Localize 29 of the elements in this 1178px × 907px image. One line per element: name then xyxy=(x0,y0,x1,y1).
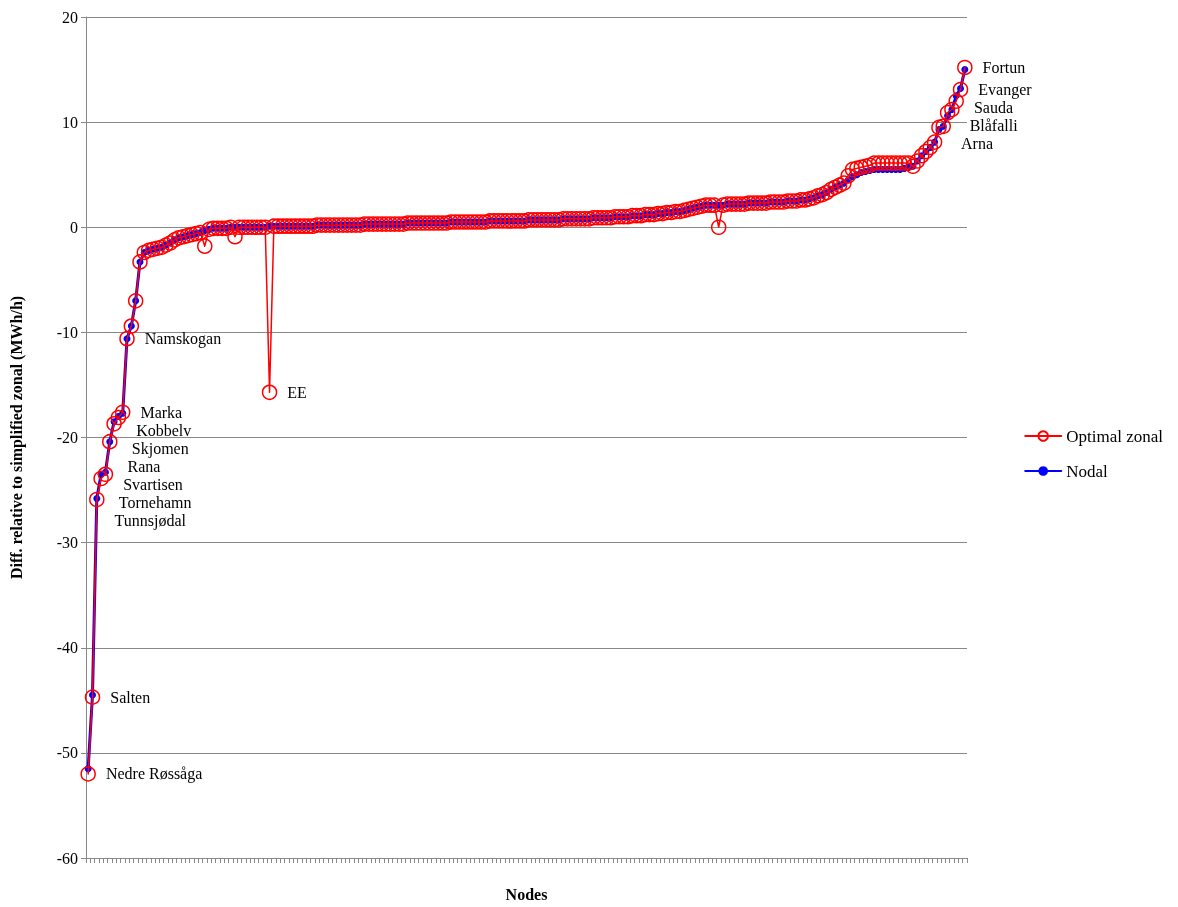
y-tick-label: -40 xyxy=(56,639,78,657)
data-label: Evanger xyxy=(978,81,1033,100)
y-tick-label: -10 xyxy=(56,323,78,341)
data-label: Tornehamn xyxy=(118,493,192,511)
data-label: Rana xyxy=(127,457,161,475)
y-axis-title: Diff. relative to simplified zonal (MWh/h) xyxy=(7,295,26,580)
data-label: Fortun xyxy=(982,58,1026,76)
data-label: Marka xyxy=(140,403,183,421)
data-label: Tunnsjødal xyxy=(114,511,187,530)
y-tick-label: 10 xyxy=(62,113,78,131)
data-label: Arna xyxy=(961,135,993,153)
legend-label: Nodal xyxy=(1066,461,1109,481)
legend-label: Optimal zonal xyxy=(1066,426,1164,446)
data-label: Skjomen xyxy=(131,439,189,458)
y-tick-label: -50 xyxy=(56,744,78,762)
x-axis-title: Nodes xyxy=(505,885,548,903)
y-tick-label: 20 xyxy=(62,8,78,26)
data-label: Kobbelv xyxy=(136,421,192,439)
y-tick-label: 0 xyxy=(70,218,78,236)
data-label: Nedre Røssåga xyxy=(105,765,203,784)
data-label: Sauda xyxy=(973,99,1014,117)
y-tick-label: -20 xyxy=(56,429,78,446)
data-label: Salten xyxy=(110,688,151,706)
y-tick-label: -60 xyxy=(56,849,78,867)
data-label: Blåfalli xyxy=(969,117,1019,135)
y-tick-label: -30 xyxy=(56,534,78,552)
data-label: Namskogan xyxy=(144,330,222,349)
data-label: Svartisen xyxy=(123,475,183,493)
data-label: EE xyxy=(287,383,307,401)
